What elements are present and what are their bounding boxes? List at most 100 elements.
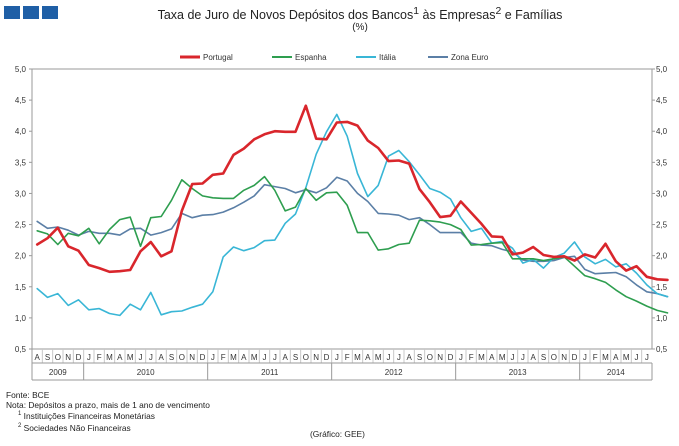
x-month-label: A [406,353,412,362]
footer-notes: Fonte: BCE Nota: Depósitos a prazo, mais… [6,390,210,433]
y-tick-label-left: 4,0 [15,127,27,136]
x-month-label: A [117,353,123,362]
y-tick-label-right: 3,0 [656,189,668,198]
x-month-label: A [613,353,619,362]
x-month-label: A [158,353,164,362]
y-tick-label-right: 4,5 [656,96,668,105]
x-month-label: F [469,353,474,362]
x-month-label: J [149,353,153,362]
x-month-label: M [499,353,506,362]
x-month-label: A [241,353,247,362]
series-line-zona-euro [36,176,669,298]
footer-source: Fonte: BCE [6,390,50,400]
x-month-label: J [583,353,587,362]
logo-square-3 [42,6,58,19]
x-month-label: M [354,353,361,362]
x-month-label: J [521,353,525,362]
x-month-label: A [530,353,536,362]
x-month-label: J [273,353,277,362]
y-tick-label-right: 1,5 [656,283,668,292]
legend-label: Espanha [295,53,327,62]
x-month-label: S [541,353,546,362]
y-tick-label-right: 1,0 [656,314,668,323]
plot-frame [31,68,653,350]
footer-note-2: 2 Sociedades Não Financeiras [18,422,131,433]
x-month-label: F [345,353,350,362]
chart-title: Taxa de Juro de Novos Depósitos dos Banc… [157,6,563,23]
x-month-label: M [375,353,382,362]
y-tick-label-right: 0,5 [656,345,668,354]
x-month-label: S [417,353,422,362]
x-month-label: J [335,353,339,362]
x-year-label: 2013 [509,368,527,377]
footer-credit: (Gráfico: GEE) [310,429,365,439]
y-tick-label-right: 2,5 [656,221,668,230]
y-tick-label-right: 5,0 [656,65,668,74]
y-tick-label-left: 3,0 [15,189,27,198]
x-month-label: J [263,353,267,362]
x-month-label: D [76,353,82,362]
x-month-label: O [303,353,309,362]
x-month-label: D [448,353,454,362]
x-month-label: N [561,353,567,362]
x-month-label: S [45,353,50,362]
y-tick-label-left: 2,5 [15,221,27,230]
x-month-label: D [572,353,578,362]
x-month-label: A [489,353,495,362]
x-month-label: J [211,353,215,362]
x-year-label: 2011 [261,368,279,377]
y-tick-label-left: 2,0 [15,252,27,261]
x-month-label: J [459,353,463,362]
x-month-label: J [645,353,649,362]
x-month-label: N [189,353,195,362]
x-month-label: F [221,353,226,362]
y-tick-label-left: 0,5 [15,345,27,354]
x-month-label: J [139,353,143,362]
x-month-label: J [511,353,515,362]
y-tick-label-left: 3,5 [15,158,27,167]
y-tick-label-left: 1,0 [15,314,27,323]
x-month-label: N [65,353,71,362]
x-month-label: O [427,353,433,362]
legend-label: Zona Euro [451,53,489,62]
x-month-label: A [365,353,371,362]
x-month-label: O [551,353,557,362]
x-month-label: F [593,353,598,362]
x-month-label: D [324,353,330,362]
y-tick-label-right: 4,0 [656,127,668,136]
x-month-label: F [97,353,102,362]
x-month-label: M [251,353,258,362]
footer-note: Nota: Depósitos a prazo, mais de 1 ano d… [6,399,210,410]
x-year-label: 2010 [137,368,155,377]
x-month-label: M [230,353,237,362]
x-year-label: 2009 [49,368,67,377]
x-month-label: M [623,353,630,362]
x-month-label: J [635,353,639,362]
x-year-label: 2014 [607,368,625,377]
footer-note-1: 1 Instituições Financeiras Monetárias [18,410,155,421]
x-month-label: O [55,353,61,362]
x-month-label: M [127,353,134,362]
x-year-label: 2012 [385,368,403,377]
chart-subtitle: (%) [352,22,368,33]
legend-label: Portugal [203,53,233,62]
logo-square-2 [23,6,39,19]
x-month-label: J [387,353,391,362]
logo-square-1 [4,6,20,19]
x-month-label: J [87,353,91,362]
x-month-label: M [602,353,609,362]
x-month-label: N [313,353,319,362]
x-month-label: M [478,353,485,362]
x-month-label: M [106,353,113,362]
x-month-label: J [397,353,401,362]
series-line-itália [36,113,669,317]
y-tick-label-right: 2,0 [656,252,668,261]
x-month-label: A [282,353,288,362]
x-month-label: D [200,353,206,362]
x-month-label: O [179,353,185,362]
x-month-label: S [293,353,298,362]
y-tick-label-left: 4,5 [15,96,27,105]
series-line-portugal [35,104,669,282]
legend-label: Itália [379,53,396,62]
x-month-label: N [437,353,443,362]
